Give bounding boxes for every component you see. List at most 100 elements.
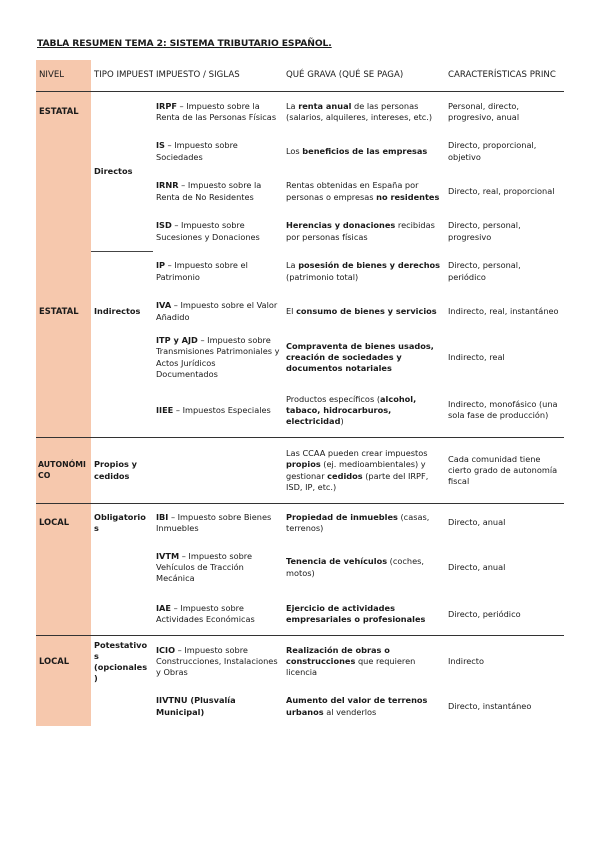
impuesto-nombre: – Impuesto sobre Actividades Económicas [156, 603, 255, 625]
impuesto-cell: IRNR – Impuesto sobre la Renta de No Res… [153, 172, 283, 212]
table-row: ESTATAL Indirectos IVA – Impuesto sobre … [36, 291, 564, 332]
caracteristicas-cell: Directo, instantáneo [448, 700, 532, 711]
grava-cell: Los beneficios de las empresas [283, 132, 445, 172]
grava-bold: Realización de obras o construcciones [286, 645, 390, 667]
grava-bold: propios [286, 459, 321, 470]
summary-table: NIVEL TIPO IMPUEST IMPUESTO / SIGLAS QUÉ… [36, 60, 564, 726]
impuesto-sigla: IAE [156, 603, 171, 614]
impuesto-sigla: IBI [156, 511, 169, 522]
nivel-cell [36, 383, 91, 438]
nivel-cell [36, 211, 91, 252]
nivel-cell [36, 541, 91, 594]
impuesto-cell: IVA – Impuesto sobre el Valor Añadido [153, 292, 283, 332]
table-row: LOCAL Potestativos (opcionales) ICIO – I… [36, 635, 564, 688]
caracteristicas-cell: Directo, anual [448, 561, 506, 572]
grava-cell: Rentas obtenidas en España por personas … [283, 172, 445, 212]
table-row: IIVTNU (Plusvalía Municipal) Aumento del… [36, 687, 564, 726]
grava-cell: Herencias y donaciones recibidas por per… [283, 212, 445, 252]
table-row: ITP y AJD – Impuesto sobre Transmisiones… [36, 331, 564, 384]
header-tipo: TIPO IMPUEST [91, 60, 153, 92]
impuesto-cell: IRPF – Impuesto sobre la Renta de las Pe… [153, 92, 283, 132]
table-row: IIEE – Impuestos Especiales Productos es… [36, 383, 564, 438]
impuesto-cell: IBI – Impuesto sobre Bienes Inmuebles [153, 503, 283, 542]
grava-bold: posesión de bienes y derechos [298, 260, 441, 271]
tipo-cell [91, 332, 153, 384]
impuesto-cell: IAE – Impuesto sobre Actividades Económi… [153, 594, 283, 636]
tipo-cell: Potestativos (opcionales) [91, 635, 153, 688]
nivel-cell [36, 687, 91, 726]
caracteristicas-cell: Directo, proporcional, objetivo [448, 140, 537, 162]
impuesto-cell: IIEE – Impuestos Especiales [153, 384, 283, 438]
grava-bold: no residentes [376, 191, 440, 202]
table-row: ESTATAL Directos IRPF – Impuesto sobre l… [36, 91, 564, 176]
nivel-cell [36, 131, 91, 172]
impuesto-nombre: – Impuesto sobre Sucesiones y Donaciones [156, 220, 260, 242]
nivel-cell [36, 251, 91, 292]
impuesto-cell: ISD – Impuesto sobre Sucesiones y Donaci… [153, 212, 283, 252]
caracteristicas-cell: Directo, periódico [448, 608, 521, 619]
grava-text: de las personas (salarios, alquileres, i… [286, 100, 433, 122]
grava-cell: Las CCAA pueden crear impuestos propios … [283, 437, 445, 504]
tipo-cell [91, 384, 153, 438]
table-row: IP – Impuesto sobre el Patrimonio La pos… [36, 251, 564, 292]
impuesto-nombre: – Impuestos Especiales [173, 404, 271, 415]
impuesto-cell: IIVTNU (Plusvalía Municipal) [153, 688, 283, 726]
grava-bold: cedidos [327, 470, 363, 481]
table-row: LOCAL Obligatorios IBI – Impuesto sobre … [36, 503, 564, 542]
nivel-cell: LOCAL [36, 635, 91, 688]
table-header-row: NIVEL TIPO IMPUEST IMPUESTO / SIGLAS QUÉ… [36, 60, 564, 92]
tipo-cell: Directos [94, 165, 133, 176]
impuesto-nombre: – Impuesto sobre Vehículos de Tracción M… [156, 550, 253, 584]
impuesto-sigla: IIEE [156, 404, 174, 415]
grava-text: La [286, 100, 299, 111]
tipo-cell: Propios y cedidos [91, 437, 153, 504]
impuesto-cell: IP – Impuesto sobre el Patrimonio [153, 252, 283, 292]
impuesto-nombre: – Impuesto sobre Sociedades [156, 140, 238, 162]
caracteristicas-cell: Directo, real, proporcional [448, 185, 555, 196]
grava-bold: beneficios de las empresas [302, 145, 428, 156]
header-nivel: NIVEL [36, 60, 91, 92]
nivel-cell: LOCAL [36, 503, 91, 542]
header-caracteristicas: CARACTERÍSTICAS PRINC [445, 60, 564, 92]
grava-cell: Propiedad de inmuebles (casas, terrenos) [283, 503, 445, 542]
caracteristicas-cell: Indirecto, real, instantáneo [448, 305, 559, 316]
table-row: IAE – Impuesto sobre Actividades Económi… [36, 593, 564, 636]
grava-cell: Aumento del valor de terrenos urbanos al… [283, 688, 445, 726]
impuesto-sigla: IVA [156, 300, 172, 311]
caracteristicas-cell: Indirecto [445, 635, 564, 688]
grava-text: La [286, 260, 299, 271]
impuesto-nombre: – Impuesto sobre la Renta de las Persona… [156, 100, 277, 122]
impuesto-cell: ICIO – Impuesto sobre Construcciones, In… [153, 635, 283, 688]
tipo-cell: Indirectos [94, 305, 141, 316]
header-grava: QUÉ GRAVA (QUÉ SE PAGA) [283, 60, 445, 92]
grava-text: que requieren licencia [286, 656, 416, 678]
grava-text: (coches, motos) [286, 556, 424, 578]
grava-bold: Ejercicio de actividades empresariales o… [286, 603, 426, 625]
grava-text: Rentas obtenidas en España por personas … [286, 180, 419, 202]
grava-text: Productos específicos ( [286, 393, 381, 404]
caracteristicas-cell: Indirecto, real [448, 351, 505, 362]
impuesto-nombre: – Impuesto sobre Bienes Inmuebles [156, 511, 272, 533]
grava-text: El [286, 305, 297, 316]
caracteristicas-cell: Indirecto, monofásico (una sola fase de … [448, 399, 558, 421]
tipo-cell [91, 594, 153, 636]
nivel-cell: AUTONÓMICO [36, 437, 91, 504]
tipo-cell [91, 251, 153, 292]
impuesto-cell: IVTM – Impuesto sobre Vehículos de Tracc… [153, 542, 283, 594]
grava-cell: El consumo de bienes y servicios [283, 292, 445, 332]
impuesto-cell: IS – Impuesto sobre Sociedades [153, 132, 283, 172]
impuesto-nombre: – Impuesto sobre Transmisiones Patrimoni… [156, 335, 280, 379]
table-row: IS – Impuesto sobre Sociedades Los benef… [36, 131, 564, 172]
grava-cell: Realización de obras o construcciones qu… [283, 635, 445, 688]
impuesto-cell [153, 437, 283, 504]
grava-cell: Compraventa de bienes usados, creación d… [283, 332, 445, 384]
grava-bold: consumo de bienes y servicios [296, 305, 437, 316]
impuesto-nombre: – Impuesto sobre la Renta de No Resident… [156, 180, 262, 202]
nivel-cell [36, 171, 91, 212]
grava-cell: La renta anual de las personas (salarios… [283, 92, 445, 132]
impuesto-nombre: – Impuesto sobre el Patrimonio [156, 260, 248, 282]
grava-bold: Tenencia de vehículos [286, 556, 388, 567]
grava-text: recibidas por personas físicas [286, 220, 435, 242]
table-row: ISD – Impuesto sobre Sucesiones y Donaci… [36, 211, 564, 252]
grava-cell: La posesión de bienes y derechos (patrim… [283, 252, 445, 292]
